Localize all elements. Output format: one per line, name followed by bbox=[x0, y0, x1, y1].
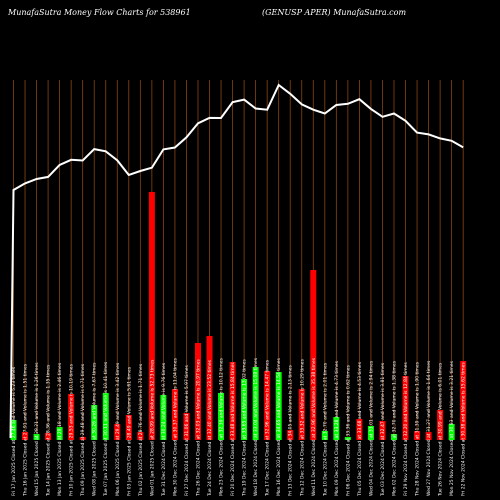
volume-bar bbox=[321, 431, 328, 440]
x-tick-label: Fri 10 Jan 2025 Closed at 29.53 and Volu… bbox=[69, 363, 75, 496]
volume-bar bbox=[160, 395, 167, 440]
x-tick-label: Thu 16 Jan 2025 Closed at 27.91 and Volu… bbox=[23, 363, 29, 497]
x-tick-label: Wed 27 Nov 2024 Closed at 31.27 and Volu… bbox=[426, 360, 432, 496]
x-tick-label: Wed 08 Jan 2025 Closed at 30.26 and Volu… bbox=[92, 362, 98, 496]
x-tick-label: Wed 04 Dec 2024 Closed at 33.01 and Volu… bbox=[368, 360, 374, 496]
x-tick-label: Mon 25 Nov 2024 Closed at 30.83 and Volu… bbox=[449, 360, 455, 496]
x-tick-label: Fri 17 Jan 2025 Closed at 27.46 and Volu… bbox=[11, 366, 17, 496]
volume-bar bbox=[390, 434, 397, 440]
volume-bar bbox=[402, 376, 409, 440]
volume-bar bbox=[206, 336, 213, 440]
x-tick-labels: Fri 17 Jan 2025 Closed at 27.46 and Volu… bbox=[11, 357, 467, 497]
x-tick-label: Mon 09 Dec 2024 Closed at 33.28 and Volu… bbox=[334, 360, 340, 496]
x-tick-label: Tue 26 Nov 2024 Closed at 30.99 and Volu… bbox=[438, 362, 444, 497]
volume-bar bbox=[33, 434, 40, 440]
volume-bar bbox=[287, 430, 294, 440]
price-line-group bbox=[9, 83, 464, 439]
volume-bar bbox=[125, 415, 132, 440]
x-tick-label: Mon 30 Dec 2024 Closed at 30.37 and Volu… bbox=[172, 358, 178, 496]
volume-bar bbox=[148, 192, 155, 440]
volume-bar bbox=[414, 431, 421, 440]
x-tick-label: Tue 17 Dec 2024 Closed at 32.96 and Volu… bbox=[265, 359, 271, 497]
volume-bar bbox=[22, 432, 29, 440]
chart-title-left: MunafaSutra Money Flow Charts for 538961 bbox=[8, 8, 191, 17]
volume-bar bbox=[264, 371, 271, 440]
x-tick-label: Thu 09 Jan 2025 Closed at 29.48 and Volu… bbox=[80, 363, 86, 497]
volume-bar bbox=[56, 427, 63, 440]
x-tick-label: Thu 05 Dec 2024 Closed at 33.68 and Volu… bbox=[357, 361, 363, 497]
x-tick-label: Fri 22 Nov 2024 Closed at 30.38 and Volu… bbox=[461, 362, 467, 496]
x-tick-label: Wed 15 Jan 2025 Closed at 28.21 and Volu… bbox=[34, 362, 40, 496]
volume-bar bbox=[241, 379, 248, 440]
x-tick-label: Tue 10 Dec 2024 Closed at 32.70 and Volu… bbox=[322, 362, 328, 497]
x-tick-label: Fri 27 Dec 2024 Closed at 31.06 and Volu… bbox=[184, 365, 190, 496]
volume-bar bbox=[68, 394, 75, 440]
x-tick-label: Thu 02 Jan 2025 Closed at 28.76 and Volu… bbox=[138, 363, 144, 497]
volume-bar bbox=[183, 413, 190, 440]
volume-bar bbox=[460, 361, 467, 440]
x-tick-label: Thu 12 Dec 2024 Closed at 33.32 and Volu… bbox=[299, 359, 305, 497]
x-tick-label: Mon 06 Jan 2025 Closed at 29.49 and Volu… bbox=[115, 362, 121, 496]
volume-bar bbox=[379, 421, 386, 440]
x-tick-label: Fri 29 Nov 2024 Closed at 32.20 and Volu… bbox=[403, 362, 409, 496]
x-tick-label: Wed 18 Dec 2024 Closed at 33.04 and Volu… bbox=[253, 357, 259, 496]
volume-bar bbox=[102, 393, 109, 440]
x-tick-label: Wed 01 Jan 2025 Closed at 28.99 and Volu… bbox=[149, 359, 155, 496]
volume-bar bbox=[275, 372, 282, 440]
volume-bar bbox=[367, 426, 374, 440]
x-tick-label: Mon 16 Dec 2024 Closed at 34.65 and Volu… bbox=[276, 358, 282, 496]
volume-bar bbox=[344, 437, 351, 440]
x-tick-label: Fri 20 Dec 2024 Closed at 33.48 and Volu… bbox=[230, 362, 236, 496]
volume-bar bbox=[252, 367, 259, 440]
x-tick-label: Thu 28 Nov 2024 Closed at 31.39 and Volu… bbox=[415, 361, 421, 497]
volume-bar bbox=[310, 270, 317, 440]
x-tick-label: Tue 14 Jan 2025 Closed at 28.36 and Volu… bbox=[46, 364, 52, 497]
volume-bar bbox=[114, 424, 121, 440]
x-tick-label: Mon 02 Dec 2024 Closed at 32.70 and Volu… bbox=[391, 360, 397, 496]
volume-bar bbox=[171, 389, 178, 440]
x-tick-label: Fri 03 Jan 2025 Closed at 28.49 and Volu… bbox=[126, 366, 132, 496]
volume-bar bbox=[10, 420, 17, 440]
x-tick-label: Tue 24 Dec 2024 Closed at 32.40 and Volu… bbox=[207, 359, 213, 497]
volume-bar bbox=[425, 432, 432, 440]
x-tick-label: Thu 26 Dec 2024 Closed at 32.03 and Volu… bbox=[195, 359, 201, 497]
x-tick-label: Fri 06 Dec 2024 Closed at 33.36 and Volu… bbox=[345, 365, 351, 496]
price-line bbox=[9, 83, 464, 439]
x-tick-label: Mon 23 Dec 2024 Closed at 32.39 and Volu… bbox=[219, 358, 225, 496]
x-tick-label: Wed 11 Dec 2024 Closed at 32.96 and Volu… bbox=[311, 357, 317, 496]
volume-bar bbox=[448, 424, 455, 440]
volume-bar bbox=[218, 393, 225, 440]
chart-title-right: (GENUSP APER) MunafaSutra.com bbox=[262, 8, 407, 17]
x-tick-label: Tue 03 Dec 2024 Closed at 32.47 and Volu… bbox=[380, 362, 386, 497]
volume-bar bbox=[137, 432, 144, 440]
volume-bar bbox=[91, 405, 98, 440]
volume-bar bbox=[437, 410, 444, 440]
volume-bar bbox=[79, 437, 86, 440]
volume-bars bbox=[10, 192, 467, 440]
x-tick-label: Thu 19 Dec 2024 Closed at 33.65 and Volu… bbox=[242, 359, 248, 497]
x-tick-label: Tue 31 Dec 2024 Closed at 30.24 and Volu… bbox=[161, 362, 167, 497]
volume-bar bbox=[229, 362, 236, 440]
volume-bar bbox=[333, 417, 340, 440]
x-tick-label: Mon 13 Jan 2025 Closed at 29.18 and Volu… bbox=[57, 362, 63, 496]
volume-bar bbox=[298, 389, 305, 440]
x-tick-label: Tue 07 Jan 2025 Closed at 30.11 and Volu… bbox=[103, 361, 109, 497]
volume-bar bbox=[194, 343, 201, 440]
volume-bar bbox=[356, 419, 363, 440]
x-tick-label: Fri 13 Dec 2024 Closed at 34.05 and Volu… bbox=[288, 365, 294, 496]
volume-bar bbox=[45, 433, 52, 440]
